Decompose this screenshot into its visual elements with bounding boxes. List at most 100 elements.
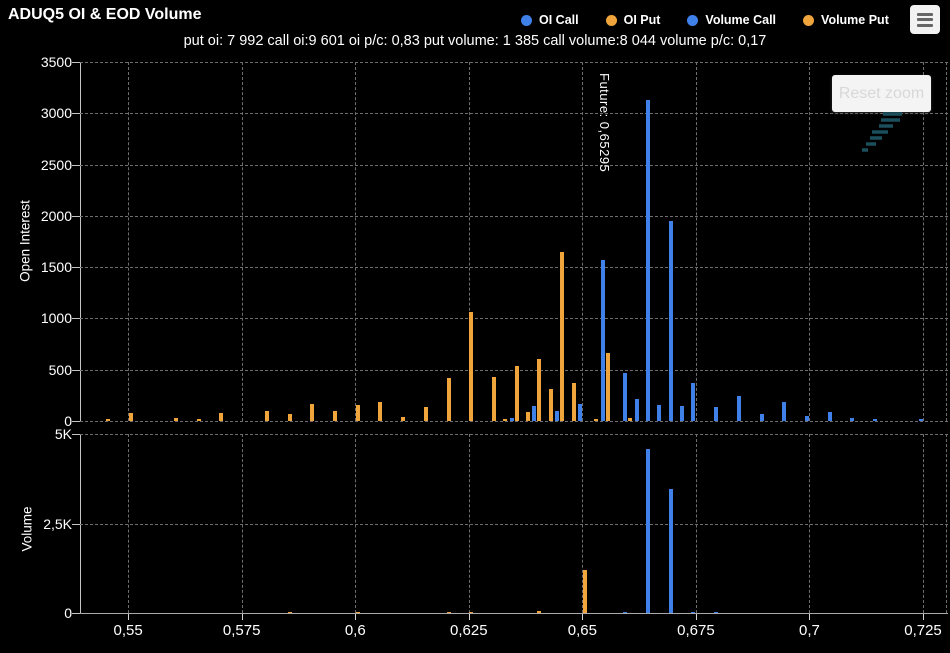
call-bar <box>714 612 718 613</box>
v-gridline <box>128 434 130 613</box>
x-axis-tick <box>582 614 584 620</box>
put-bar <box>106 419 110 421</box>
y-axis-tick <box>72 421 80 422</box>
reset-zoom-button[interactable]: Reset zoom <box>832 75 931 112</box>
call-bar <box>805 416 809 421</box>
v-gridline <box>468 62 470 421</box>
call-bar <box>782 402 786 421</box>
x-axis-tick <box>923 614 925 620</box>
call-bar <box>532 406 536 421</box>
put-bar <box>356 405 360 421</box>
legend: OI Call OI Put Volume Call Volume Put <box>521 13 889 27</box>
v-gridline <box>355 62 357 421</box>
put-bar <box>583 570 587 613</box>
v-gridline <box>468 434 470 613</box>
call-bar <box>578 404 582 421</box>
y-axis-tick <box>72 267 80 269</box>
x-axis-tick-label: 0,575 <box>222 622 261 639</box>
put-bar <box>492 377 496 421</box>
y-axis-tick-label: 2,5K <box>43 515 72 532</box>
x-axis-tick-label: 0,7 <box>799 622 820 639</box>
v-gridline <box>241 434 243 613</box>
call-bar <box>510 418 514 421</box>
put-bar <box>503 419 507 421</box>
put-bar <box>356 612 360 613</box>
y-axis-tick <box>72 215 80 217</box>
put-bar <box>265 411 269 421</box>
x-axis-tick <box>241 614 243 620</box>
y-axis-tick <box>72 318 80 320</box>
y-axis-tick-label: 2500 <box>40 156 72 173</box>
h-gridline <box>80 318 948 320</box>
legend-label-volume-call: Volume Call <box>705 13 777 27</box>
legend-item-volume-put[interactable]: Volume Put <box>803 13 889 27</box>
oi-call-marker-icon <box>521 14 532 26</box>
h-gridline <box>80 267 948 269</box>
call-bar <box>714 407 718 421</box>
v-gridline <box>923 434 925 613</box>
x-axis-tick-label: 0,725 <box>904 622 942 639</box>
y-axis-tick <box>72 369 80 371</box>
put-bar <box>537 611 541 613</box>
x-axis-tick <box>355 614 357 620</box>
call-bar <box>601 260 605 421</box>
x-axis-tick-label: 0,6 <box>344 622 366 639</box>
chart-title: ADUQ5 OI & EOD Volume <box>8 6 202 23</box>
put-bar <box>447 378 451 421</box>
put-bar <box>288 414 292 421</box>
v-gridline <box>945 62 947 421</box>
h-gridline <box>80 434 948 435</box>
call-bar <box>646 100 650 421</box>
put-bar <box>572 383 576 421</box>
v-gridline <box>241 62 243 421</box>
put-bar <box>515 366 519 421</box>
put-bar <box>401 417 405 421</box>
call-bar <box>873 419 877 421</box>
y-axis-tick-label: 1500 <box>40 259 72 276</box>
put-bar <box>560 252 564 421</box>
y-axis-tick <box>72 113 80 115</box>
v-gridline <box>809 62 811 421</box>
put-bar <box>219 413 223 421</box>
chart-subtitle: put oi: 7 992 call oi:9 601 oi p/c: 0,83… <box>183 33 767 49</box>
x-axis-tick-label: 0,675 <box>677 622 715 639</box>
call-bar <box>680 406 684 421</box>
put-bar <box>594 419 598 421</box>
y-axis-tick <box>72 164 80 166</box>
put-bar <box>288 612 292 613</box>
x-axis-tick-label: 0,625 <box>450 622 488 639</box>
call-bar <box>691 612 695 613</box>
x-axis-tick <box>695 614 697 620</box>
call-bar <box>669 221 673 421</box>
call-bar <box>760 414 764 421</box>
v-gridline <box>945 434 947 613</box>
v-gridline <box>695 62 697 421</box>
y-axis-tick <box>72 523 80 525</box>
y-axis-tick <box>72 62 80 63</box>
h-gridline <box>80 113 948 115</box>
call-bar <box>828 412 832 421</box>
y-axis-tick-label: 0 <box>64 413 72 429</box>
h-gridline <box>80 421 948 422</box>
call-bar <box>737 396 741 421</box>
x-axis-tick <box>128 614 130 620</box>
legend-item-volume-call[interactable]: Volume Call <box>687 13 776 27</box>
y-axis-tick-label: 2000 <box>40 207 72 224</box>
put-bar <box>197 419 201 421</box>
put-bar <box>447 612 451 613</box>
call-bar <box>657 405 661 421</box>
h-gridline <box>80 164 948 166</box>
v-gridline <box>923 62 925 421</box>
y-axis-tick <box>72 434 80 435</box>
legend-item-oi-call[interactable]: OI Call <box>521 13 579 27</box>
call-bar <box>646 449 650 613</box>
call-bar <box>691 383 695 421</box>
x-axis-line <box>80 613 948 614</box>
chart-context-menu-button[interactable] <box>910 5 940 34</box>
y-axis-line <box>80 62 81 421</box>
volume-plot-area <box>80 434 948 613</box>
y-axis-tick-label: 0 <box>64 605 72 621</box>
legend-item-oi-put[interactable]: OI Put <box>605 13 660 27</box>
put-bar <box>469 612 473 613</box>
v-gridline <box>355 434 357 613</box>
